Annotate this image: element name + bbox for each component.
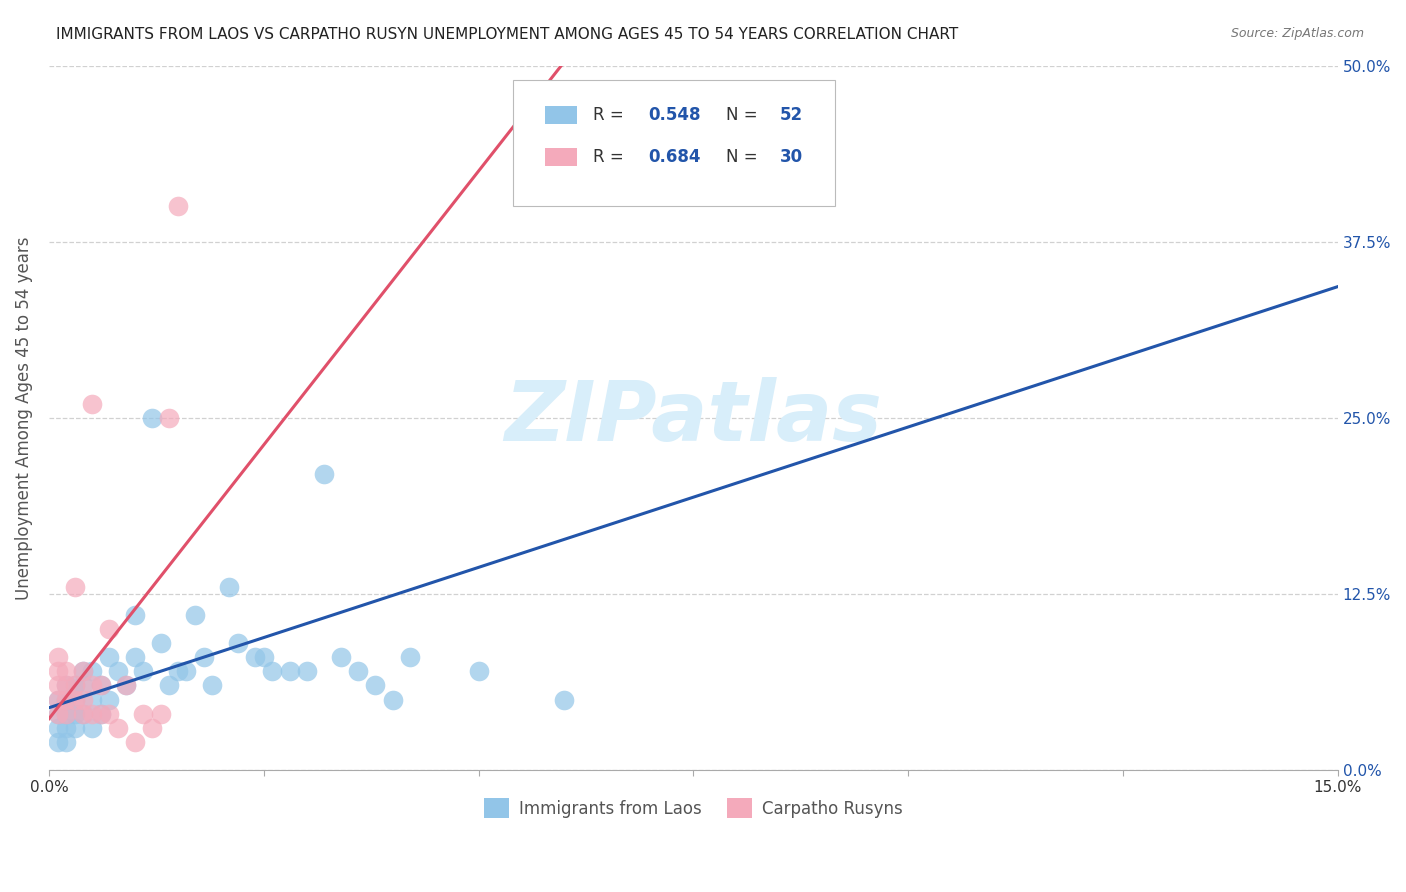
Point — [72, 665, 94, 679]
Point — [330, 650, 353, 665]
Point — [80, 692, 103, 706]
Point — [467, 665, 489, 679]
Point — [107, 665, 129, 679]
Point — [46, 692, 69, 706]
Point — [63, 692, 86, 706]
Point — [63, 721, 86, 735]
Point — [72, 665, 94, 679]
Point — [157, 678, 180, 692]
Text: ZIPatlas: ZIPatlas — [505, 377, 882, 458]
Text: R =: R = — [593, 106, 628, 124]
Point — [115, 678, 138, 692]
Point — [72, 678, 94, 692]
Point — [132, 665, 155, 679]
Point — [80, 665, 103, 679]
Point — [55, 678, 77, 692]
Point — [98, 692, 121, 706]
Point — [63, 678, 86, 692]
Point — [398, 650, 420, 665]
Point — [166, 665, 188, 679]
Point — [72, 692, 94, 706]
Point — [46, 706, 69, 721]
Point — [89, 706, 111, 721]
Point — [55, 706, 77, 721]
Point — [141, 410, 163, 425]
Text: N =: N = — [725, 148, 762, 166]
Point — [166, 199, 188, 213]
Point — [98, 650, 121, 665]
Point — [46, 692, 69, 706]
Point — [89, 678, 111, 692]
Point — [312, 467, 335, 482]
Point — [115, 678, 138, 692]
Point — [262, 665, 284, 679]
Point — [141, 721, 163, 735]
Point — [124, 650, 146, 665]
Y-axis label: Unemployment Among Ages 45 to 54 years: Unemployment Among Ages 45 to 54 years — [15, 236, 32, 599]
Point — [124, 735, 146, 749]
Point — [89, 678, 111, 692]
Point — [596, 157, 619, 171]
Point — [553, 692, 575, 706]
Point — [89, 706, 111, 721]
Point — [347, 665, 370, 679]
Point — [80, 678, 103, 692]
Text: 30: 30 — [780, 148, 803, 166]
Point — [98, 706, 121, 721]
Point — [193, 650, 215, 665]
Point — [149, 636, 172, 650]
Point — [80, 706, 103, 721]
Point — [364, 678, 387, 692]
Legend: Immigrants from Laos, Carpatho Rusyns: Immigrants from Laos, Carpatho Rusyns — [478, 791, 910, 825]
Point — [124, 607, 146, 622]
Point — [381, 692, 404, 706]
Point — [55, 678, 77, 692]
Text: R =: R = — [593, 148, 628, 166]
Text: Source: ZipAtlas.com: Source: ZipAtlas.com — [1230, 27, 1364, 40]
Point — [98, 622, 121, 636]
Point — [55, 692, 77, 706]
Text: 52: 52 — [780, 106, 803, 124]
Text: N =: N = — [725, 106, 762, 124]
Point — [55, 692, 77, 706]
Point — [46, 706, 69, 721]
Point — [157, 410, 180, 425]
Point — [46, 678, 69, 692]
Text: 0.548: 0.548 — [648, 106, 700, 124]
Point — [80, 397, 103, 411]
Text: 0.684: 0.684 — [648, 148, 700, 166]
Point — [46, 650, 69, 665]
FancyBboxPatch shape — [513, 79, 835, 206]
Point — [253, 650, 276, 665]
Point — [80, 721, 103, 735]
Text: IMMIGRANTS FROM LAOS VS CARPATHO RUSYN UNEMPLOYMENT AMONG AGES 45 TO 54 YEARS CO: IMMIGRANTS FROM LAOS VS CARPATHO RUSYN U… — [56, 27, 959, 42]
Point — [55, 665, 77, 679]
Point — [201, 678, 224, 692]
Point — [55, 706, 77, 721]
Point — [184, 607, 207, 622]
Point — [295, 665, 318, 679]
Point — [176, 665, 198, 679]
Point — [55, 721, 77, 735]
Point — [149, 706, 172, 721]
Point — [46, 721, 69, 735]
Point — [46, 665, 69, 679]
Point — [218, 580, 240, 594]
Point — [107, 721, 129, 735]
Point — [132, 706, 155, 721]
Point — [63, 692, 86, 706]
Point — [46, 735, 69, 749]
Point — [226, 636, 249, 650]
FancyBboxPatch shape — [546, 106, 578, 124]
Point — [63, 706, 86, 721]
Point — [63, 580, 86, 594]
Point — [243, 650, 266, 665]
FancyBboxPatch shape — [546, 148, 578, 166]
Point — [72, 706, 94, 721]
Point — [55, 735, 77, 749]
Point — [278, 665, 301, 679]
Point — [63, 678, 86, 692]
Point — [72, 706, 94, 721]
